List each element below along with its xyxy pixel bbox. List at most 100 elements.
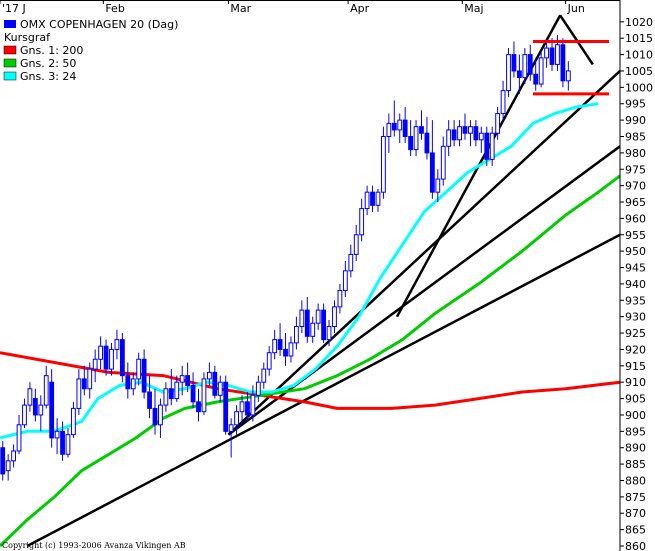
candle [451, 120, 457, 147]
candle-body [103, 345, 109, 370]
candle-body [294, 326, 299, 344]
candlesticks [0, 34, 571, 481]
y-tick-label: 1000 [625, 81, 653, 94]
candle [413, 120, 419, 157]
candle-body [65, 434, 71, 455]
candle [391, 100, 397, 137]
candle [109, 342, 114, 376]
candle-body [446, 129, 452, 147]
candle-body [468, 126, 473, 134]
candle [446, 120, 452, 157]
candle [81, 365, 87, 396]
y-tick-label: 875 [625, 491, 646, 504]
candle [212, 365, 218, 399]
candle-body [527, 54, 533, 75]
candle-body [54, 430, 60, 439]
y-tick-label: 940 [625, 278, 646, 291]
candle-body [119, 339, 125, 377]
candle [402, 107, 408, 144]
candle-body [136, 358, 142, 380]
candle [440, 136, 446, 186]
candle [359, 198, 365, 242]
candle-body [32, 398, 38, 416]
y-tick-label: 985 [625, 130, 646, 143]
y-tick-label: 885 [625, 458, 646, 471]
candle-body [76, 378, 82, 409]
candle [49, 369, 55, 448]
candle-body [326, 326, 332, 341]
candle [43, 365, 49, 409]
trendline [559, 14, 594, 66]
candle-body [516, 70, 522, 79]
candle [332, 300, 337, 334]
candle [168, 369, 174, 406]
candle [60, 421, 65, 461]
candle [92, 349, 98, 383]
candle [223, 375, 229, 435]
candle [429, 120, 435, 199]
y-tick-label: 930 [625, 311, 646, 324]
y-tick-label: 965 [625, 196, 646, 209]
candle-body [272, 339, 278, 354]
candle [158, 398, 163, 438]
candle-body [353, 234, 359, 255]
candle-body [71, 407, 76, 436]
candle-body [522, 54, 528, 79]
y-tick-label: 925 [625, 327, 646, 340]
candle [473, 120, 479, 147]
candle-body [114, 339, 120, 350]
moving-average-line [0, 351, 621, 410]
candle-body [315, 309, 321, 324]
trendline [26, 233, 621, 548]
candle-body [538, 57, 544, 85]
y-tick-label: 1015 [625, 32, 653, 45]
x-tick-label: Maj [464, 2, 483, 15]
y-tick-label: 945 [625, 262, 646, 275]
candle-body [304, 309, 310, 337]
candle [261, 362, 267, 389]
candle [217, 375, 223, 402]
candle [484, 126, 490, 166]
candle-body [495, 113, 501, 134]
candle-body [5, 460, 11, 472]
y-tick-label: 905 [625, 393, 646, 406]
candle-body [27, 388, 33, 406]
candle-body [413, 126, 419, 151]
candle-body [321, 309, 327, 341]
legend-ma50: Gns. 2: 50 [20, 57, 76, 70]
candle-body [310, 322, 316, 337]
candle [435, 169, 441, 203]
candle-body [283, 348, 288, 357]
candle-body [158, 404, 163, 426]
candle [228, 418, 234, 458]
candle-body [429, 152, 435, 193]
candle-body [555, 44, 560, 65]
x-axis: '17 J Feb Mar Apr Maj Jun [0, 0, 620, 15]
y-tick-label: 910 [625, 376, 646, 389]
candle-body [152, 407, 158, 426]
candle-body [196, 401, 201, 413]
candle-body [462, 126, 468, 134]
candle [32, 388, 38, 422]
y-tick-label: 955 [625, 229, 646, 242]
legend: OMX COPENHAGEN 20 (Dag) Kursgraf Gns. 1:… [3, 18, 178, 83]
candle [370, 185, 375, 212]
candle-body [223, 381, 229, 432]
candle-body [190, 384, 196, 403]
candle [11, 444, 17, 468]
candle [174, 375, 180, 402]
y-tick-label: 970 [625, 180, 646, 193]
candle-body [206, 371, 212, 380]
candle [0, 441, 6, 481]
candle-body [277, 339, 283, 350]
legend-swatch-ma200 [3, 45, 17, 55]
candle-body [92, 358, 98, 370]
candle-body [81, 378, 87, 390]
candle-body [484, 132, 490, 160]
y-tick-label: 995 [625, 98, 646, 111]
candle [326, 319, 332, 347]
candle-body [109, 348, 114, 370]
candle [163, 382, 169, 412]
moving-average-line [0, 174, 621, 548]
candle-body [11, 450, 17, 462]
